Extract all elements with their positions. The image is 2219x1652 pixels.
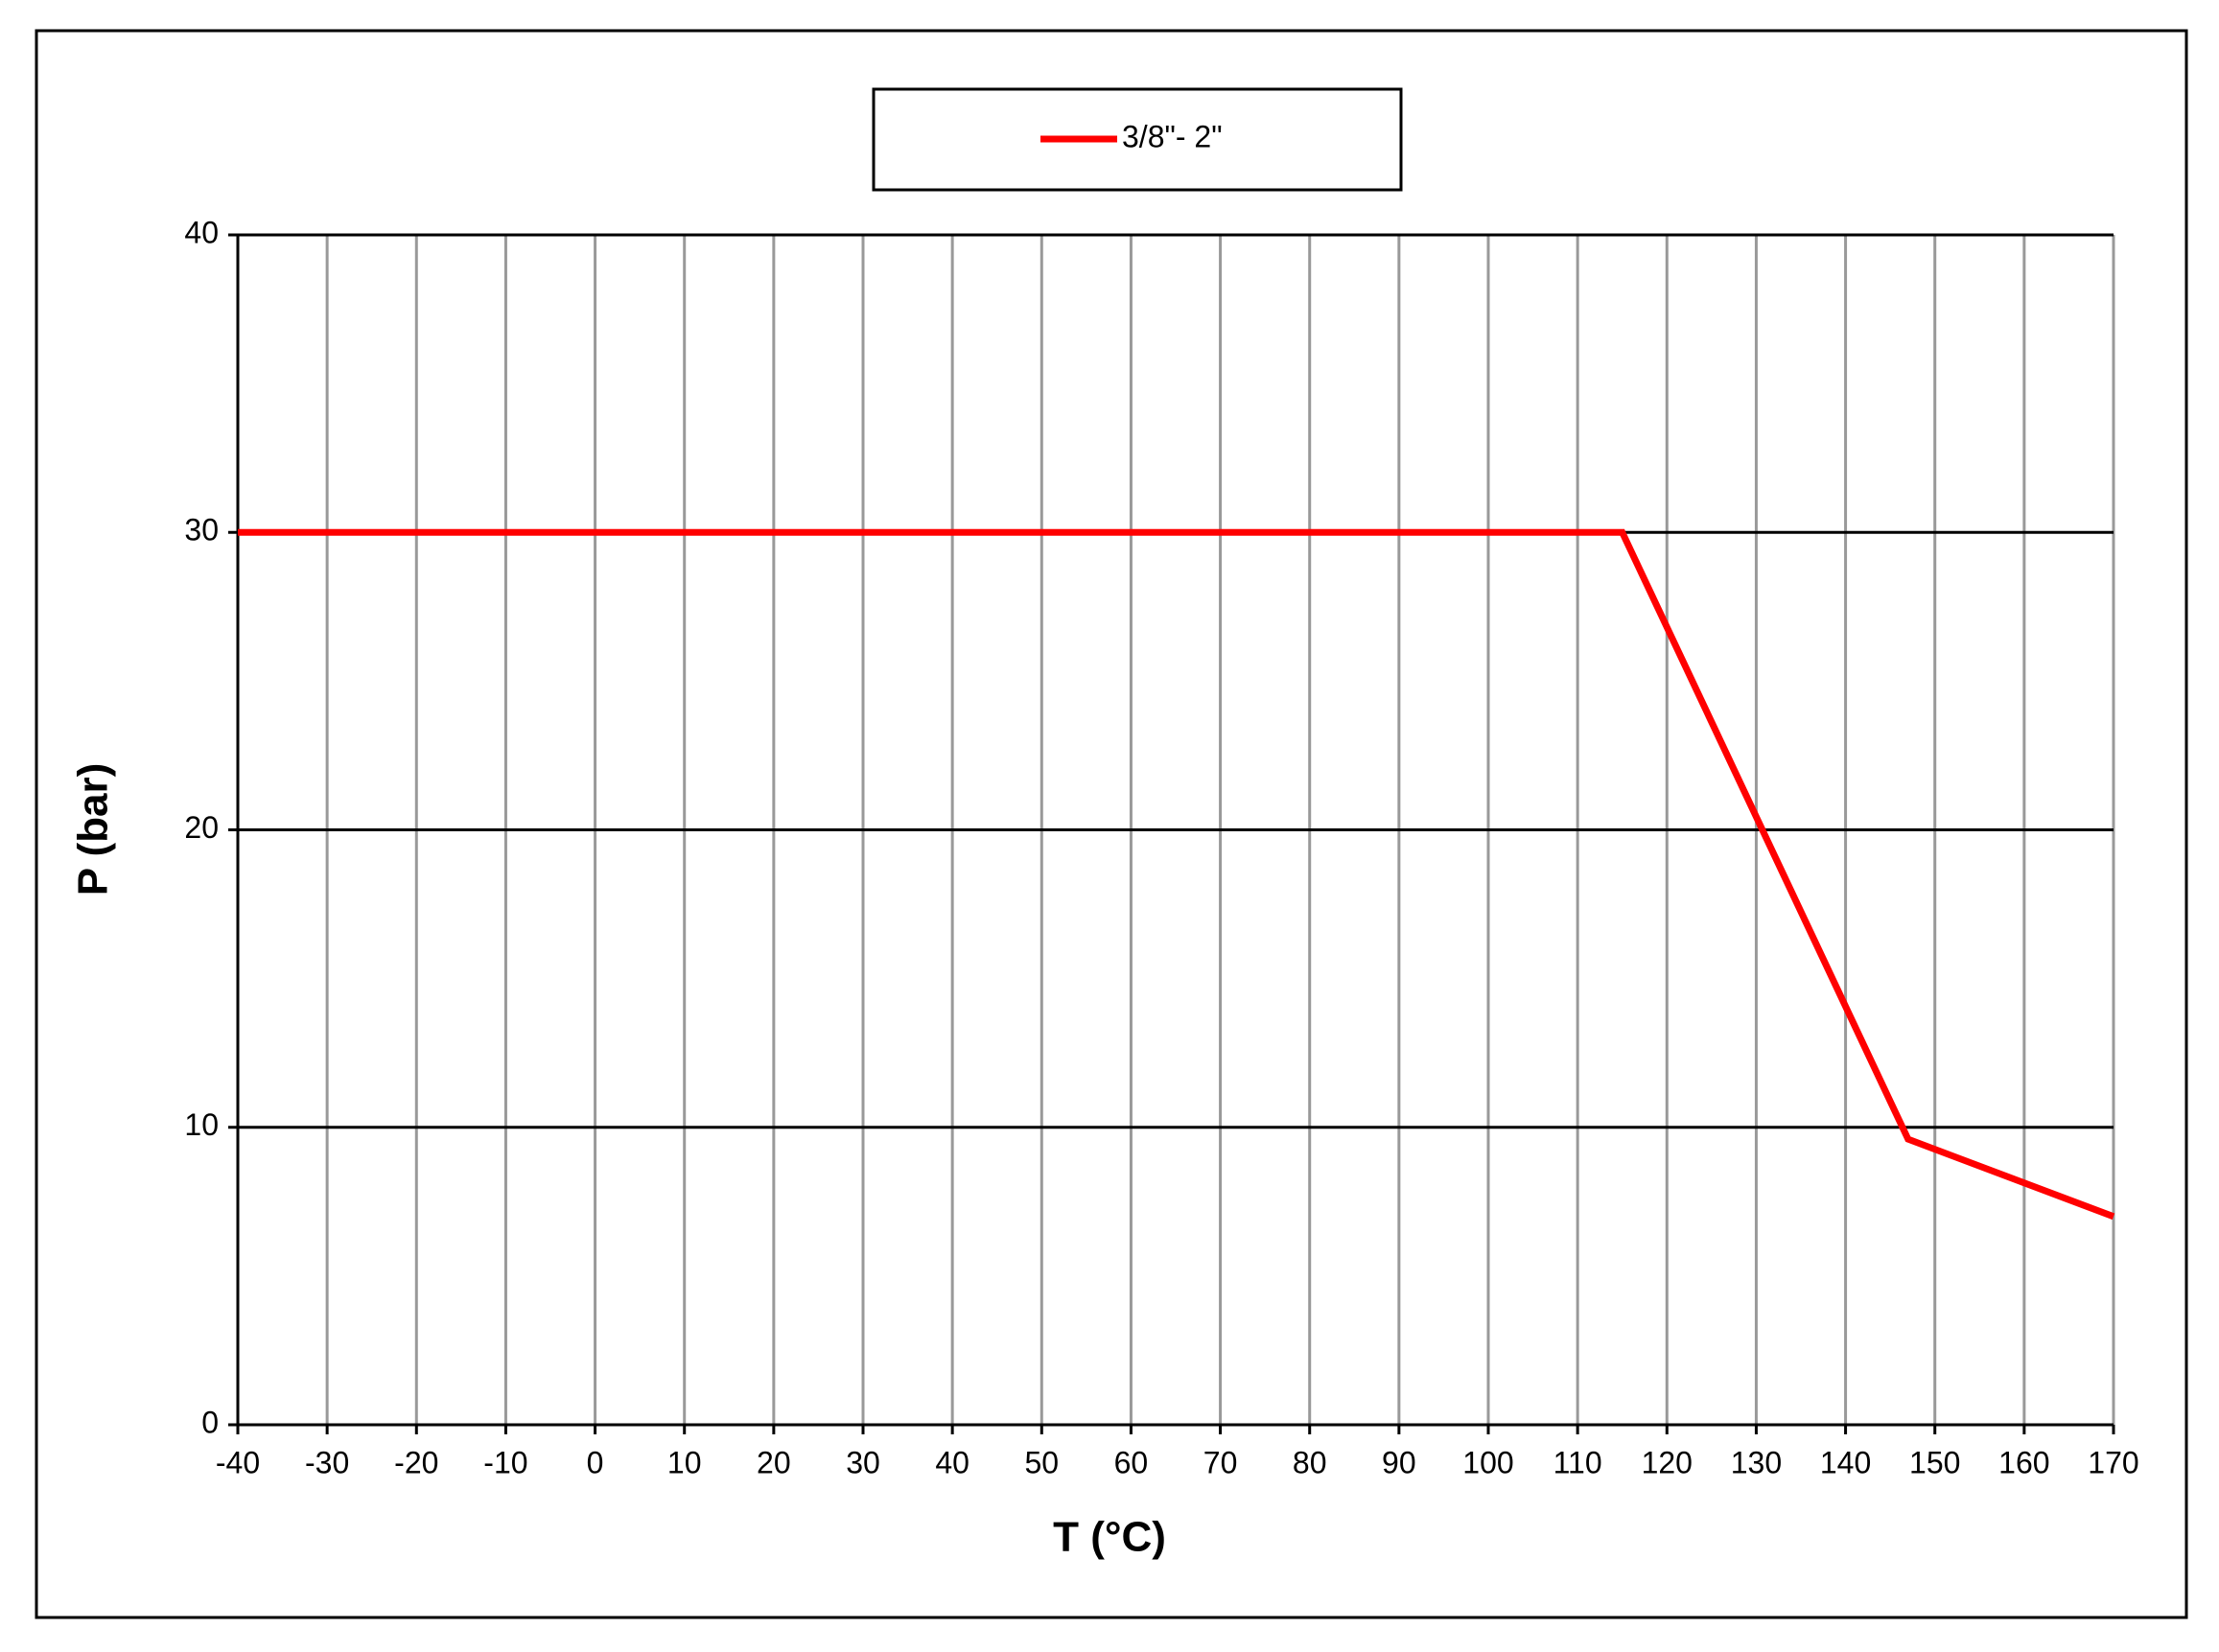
y-tick-label: 20 [184,810,219,845]
y-tick-label: 10 [184,1107,219,1142]
x-tick-label: 170 [2088,1445,2138,1479]
x-tick-label: 130 [1731,1445,1782,1479]
x-tick-label: -20 [394,1445,438,1479]
x-tick-label: 20 [757,1445,791,1479]
x-axis-title: T (°C) [1053,1514,1166,1561]
y-tick-label: 40 [184,215,219,249]
x-tick-label: 10 [667,1445,702,1479]
x-tick-label: 140 [1820,1445,1871,1479]
y-axis-title: P (bar) [70,763,117,896]
x-tick-label: 50 [1024,1445,1059,1479]
x-tick-label: 120 [1642,1445,1693,1479]
x-tick-label: 40 [935,1445,969,1479]
x-tick-label: -30 [305,1445,349,1479]
x-tick-label: 60 [1114,1445,1149,1479]
x-tick-label: 100 [1462,1445,1513,1479]
x-tick-label: 90 [1382,1445,1416,1479]
x-tick-label: 70 [1203,1445,1238,1479]
x-tick-label: 110 [1553,1445,1602,1479]
x-tick-label: 80 [1293,1445,1327,1479]
data-line [238,528,2115,1221]
x-tick-label: -10 [483,1445,527,1479]
x-tick-label: 30 [846,1445,880,1479]
x-tick-label: 160 [1998,1445,2049,1479]
y-tick-label: 0 [201,1405,219,1439]
legend-label: 3/8"- 2" [1122,119,1223,153]
chart-border [35,29,2188,1619]
y-tick-label: 30 [184,513,219,547]
x-tick-label: 150 [1909,1445,1960,1479]
x-tick-label: 0 [587,1445,604,1479]
legend-box [872,87,1403,192]
x-tick-label: -40 [216,1445,260,1479]
